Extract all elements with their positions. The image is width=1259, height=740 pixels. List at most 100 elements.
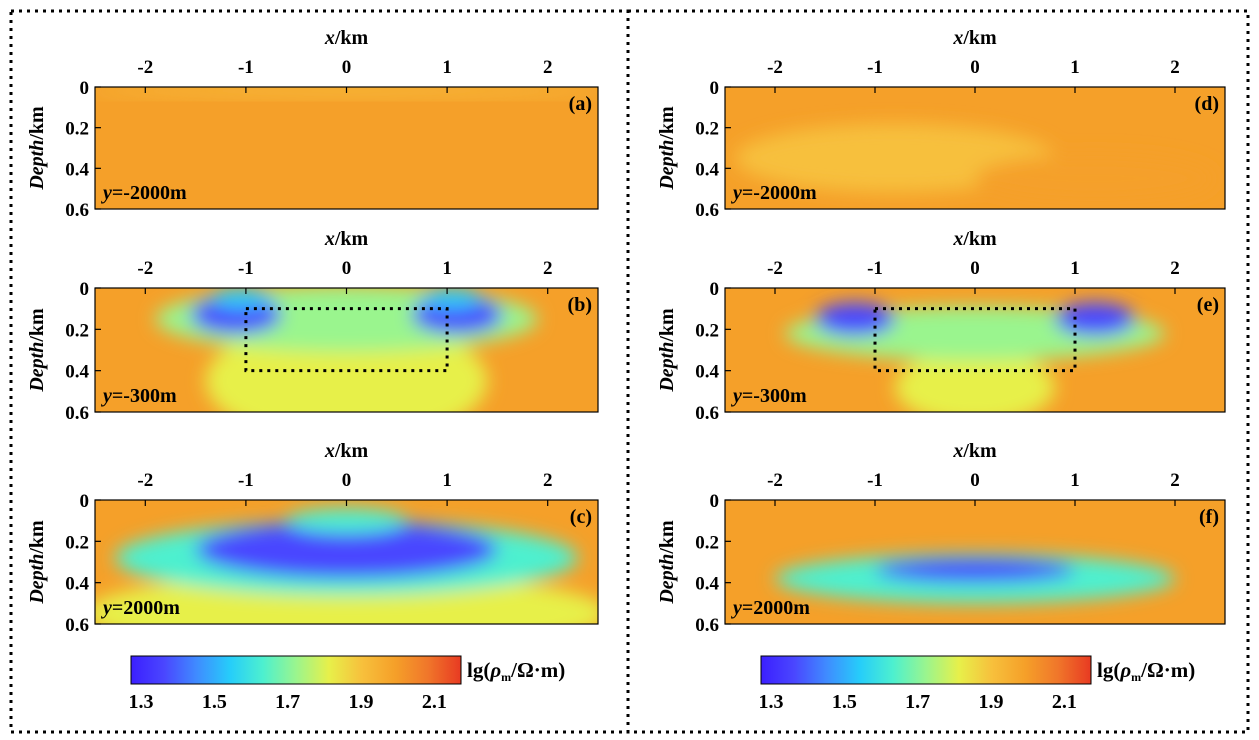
panel-a: -2 -1 0 1 2 0 0.2 0.4 0.6 x/km Depth/km (a) y=-2000m [26, 27, 599, 221]
colorbar-right-tick-label: 1.5 [832, 691, 857, 713]
panel-b-xtick-label: -1 [238, 258, 254, 279]
colorbar-left-tick-label: 1.3 [129, 691, 154, 713]
panel-a-xlabel: x/km [324, 27, 369, 49]
panel-d-anomalies [735, 123, 1215, 203]
panel-d-xlabel: x/km [952, 27, 997, 49]
panel-d-xtick-label: 2 [1170, 57, 1180, 78]
panel-c-ytick-label: 0.2 [65, 532, 89, 553]
colorbar-left-tick-label: 1.9 [349, 691, 374, 713]
panel-d-ytick-label: 0.6 [695, 200, 719, 221]
panel-b-ytick-label: 0 [80, 279, 90, 300]
panel-c-label: (c) [570, 506, 592, 528]
panel-c-xtick-label: -1 [238, 470, 254, 491]
colorbar-right-gradient [760, 655, 1092, 685]
panel-b-xtick-label: 1 [442, 258, 452, 279]
panel-e-anomalies [785, 302, 1165, 412]
panel-e-ytick-label: 0 [710, 279, 720, 300]
panel-f-xtick-label: 0 [970, 470, 980, 491]
panel-a-ylabel: Depth/km [26, 106, 48, 191]
panel-f-anomaly-1 [875, 557, 1075, 583]
panel-d-xtick-label: 1 [1070, 57, 1080, 78]
colorbar-left: 1.3 1.5 1.7 1.9 2.1 lg(ρm/Ω·m) [129, 655, 565, 713]
panel-a-slice-label: y=-2000m [101, 182, 187, 204]
panel-b-target-box [244, 307, 449, 373]
panel-b-ylabel: Depth/km [26, 308, 48, 393]
colorbar-right-tick-label: 1.3 [759, 691, 784, 713]
panel-f-ytick-label: 0.2 [695, 532, 719, 553]
panel-f-xlabel: x/km [952, 440, 997, 462]
panel-d-xtick-label: -2 [767, 57, 783, 78]
panel-b-xtick-label: 2 [543, 258, 553, 279]
colorbar-left-tick-label: 1.7 [275, 691, 300, 713]
panel-c-xtick-label: -2 [137, 470, 153, 491]
panel-e-xtick-label: 2 [1170, 258, 1180, 279]
panel-f-xtick-label: -2 [767, 470, 783, 491]
panel-e: -2 -1 0 1 2 0 0.2 0.4 0.6 x/km Depth/km (e) y=-300m [656, 228, 1226, 424]
panel-c-slice-label: y=2000m [101, 597, 180, 619]
panel-a-xtick-label: -1 [238, 57, 254, 78]
panel-b-label: (b) [568, 294, 592, 316]
panel-a-xtick-label: -2 [137, 57, 153, 78]
panel-e-xtick-label: 1 [1070, 258, 1080, 279]
panel-e-ytick-label: 0.4 [695, 362, 719, 383]
colorbar-right-label: lg(ρm/Ω·m) [1097, 658, 1195, 684]
panel-f-anomalies [775, 553, 1175, 604]
panel-d-anomaly-1 [975, 154, 1215, 203]
panel-b-ytick-label: 0.2 [65, 320, 89, 341]
panel-f-ytick-label: 0.4 [695, 574, 719, 595]
panel-b: -2 -1 0 1 2 0 0.2 0.4 0.6 x/km Depth/km (b) y=-300m [26, 228, 599, 424]
panel-b-anomaly-4 [210, 288, 272, 309]
panel-b-xlabel: x/km [324, 228, 369, 250]
panel-d-ylabel: Depth/km [656, 106, 678, 191]
panel-c: -2 -1 0 1 2 0 0.2 0.4 0.6 x/km Depth/km (c) y=2000m [26, 440, 599, 636]
panel-b-anomalies [155, 288, 538, 412]
panel-c-xtick-label: 1 [442, 470, 452, 491]
panel-a-xtick-label: 2 [543, 57, 553, 78]
panel-a-ytick-label: 0.2 [65, 119, 89, 140]
panel-c-xtick-label: 2 [543, 470, 553, 491]
panels-group: -2 -1 0 1 2 0 0.2 0.4 0.6 x/km Depth/km (a) y=-2000m… [26, 27, 1226, 636]
panel-f-label: (f) [1199, 506, 1219, 528]
panel-e-xlabel: x/km [952, 228, 997, 250]
panel-c-xlabel: x/km [324, 440, 369, 462]
panel-a-ytick-label: 0 [80, 78, 90, 99]
panel-b-xtick-label: 0 [342, 258, 352, 279]
panel-d-ytick-label: 0.4 [695, 159, 719, 180]
colorbar-right-tick-label: 2.1 [1052, 691, 1077, 713]
panel-c-ytick-label: 0.4 [65, 574, 89, 595]
panel-d-ytick-label: 0 [710, 78, 720, 99]
panel-d-slice-label: y=-2000m [731, 182, 817, 204]
right-dotted-frame [626, 9, 1250, 734]
panel-e-xtick-label: -1 [867, 258, 883, 279]
panel-b-ytick-label: 0.4 [65, 362, 89, 383]
panel-f-xtick-label: -1 [867, 470, 883, 491]
colorbars-group: 1.3 1.5 1.7 1.9 2.1 lg(ρm/Ω·m) 1.3 1.5 1.7 1.9 2.1… [129, 655, 1195, 713]
panel-d-xtick-label: 0 [970, 57, 980, 78]
panel-d: -2 -1 0 1 2 0 0.2 0.4 0.6 x/km Depth/km (d) y=-2000m [656, 27, 1226, 221]
panel-e-ytick-label: 0.2 [695, 320, 719, 341]
panel-d-ytick-label: 0.2 [695, 119, 719, 140]
panel-c-anomalies [95, 508, 598, 624]
panel-f-ytick-label: 0.6 [695, 615, 719, 636]
panel-a-label: (a) [569, 93, 592, 115]
panel-e-slice-label: y=-300m [731, 385, 807, 407]
panel-b-ytick-label: 0.6 [65, 403, 89, 424]
panel-d-anomaly-0 [735, 123, 1055, 193]
colorbar-left-tick-label: 2.1 [422, 691, 447, 713]
panel-b-slice-label: y=-300m [101, 385, 177, 407]
panel-c-xtick-label: 0 [342, 470, 352, 491]
colorbar-left-gradient [130, 655, 462, 685]
panel-f: -2 -1 0 1 2 0 0.2 0.4 0.6 x/km Depth/km (f) y=2000m [656, 440, 1226, 636]
panel-c-ytick-label: 0.6 [65, 615, 89, 636]
panel-a-ytick-label: 0.6 [65, 200, 89, 221]
colorbar-right: 1.3 1.5 1.7 1.9 2.1 lg(ρm/Ω·m) [759, 655, 1195, 713]
panel-f-xtick-label: 2 [1170, 470, 1180, 491]
panel-d-label: (d) [1195, 93, 1219, 115]
panel-e-label: (e) [1197, 294, 1219, 316]
panel-a-field [95, 87, 598, 209]
panel-e-ylabel: Depth/km [656, 308, 678, 393]
colorbar-left-tick-label: 1.5 [202, 691, 227, 713]
colorbar-left-label: lg(ρm/Ω·m) [467, 658, 565, 684]
panel-e-xtick-label: -2 [767, 258, 783, 279]
